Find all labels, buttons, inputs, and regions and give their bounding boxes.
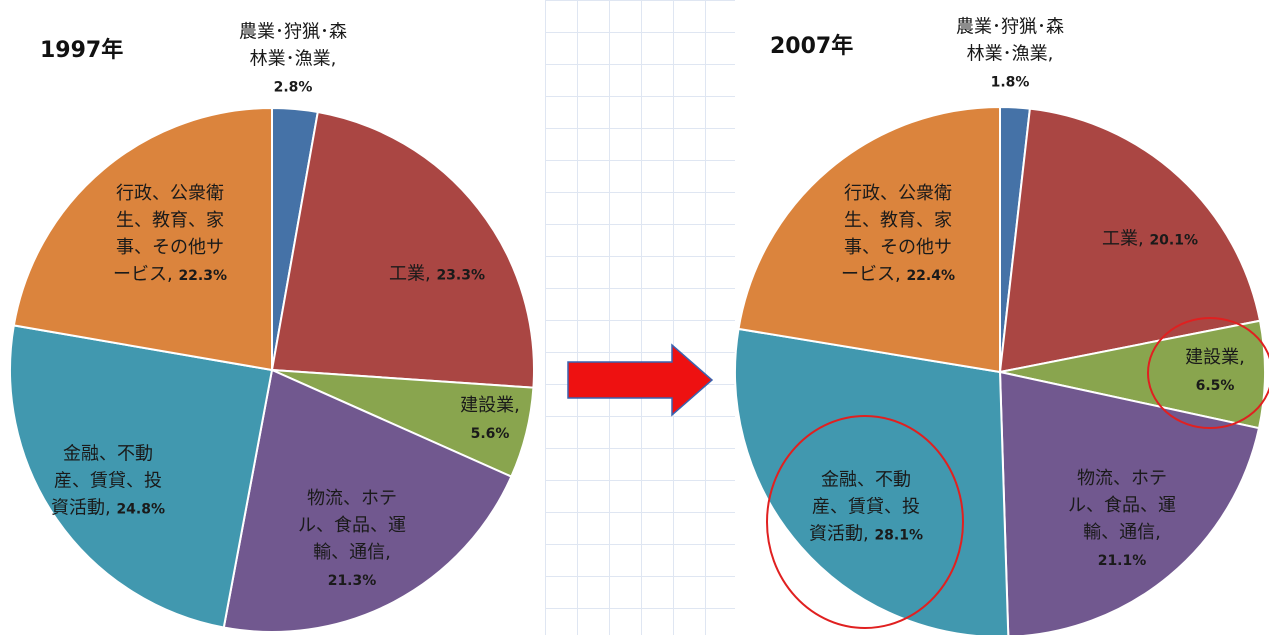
pie-slice bbox=[222, 368, 513, 633]
category-label: 工業 bbox=[389, 264, 431, 285]
data-label: 農業･狩猟･森林業･漁業 1.8% bbox=[955, 14, 1065, 97]
data-label: 行政、公衆衛生、教育、家事、その他サービス 22.3% bbox=[110, 180, 230, 290]
value-label: 24.8% bbox=[116, 501, 166, 518]
value-label: 23.3% bbox=[436, 267, 486, 284]
category-label: 物流、ホテル、食品、運輸、通信 bbox=[298, 488, 406, 563]
category-label: 農業･狩猟･森林業･漁業 bbox=[239, 22, 347, 70]
chart-title: 1997年 bbox=[40, 38, 124, 63]
pie-slice bbox=[998, 370, 1261, 635]
data-label: 金融、不動産、賃貸、投資活動 28.1% bbox=[806, 467, 926, 550]
data-label: 金融、不動産、賃貸、投資活動 24.8% bbox=[48, 441, 168, 524]
pie-slice bbox=[998, 107, 1262, 374]
category-label: 工業 bbox=[1102, 229, 1144, 250]
highlight-circle bbox=[1147, 317, 1269, 429]
category-label: 農業･狩猟･森林業･漁業 bbox=[956, 17, 1064, 65]
data-label: 建設業 6.5% bbox=[1175, 344, 1255, 400]
value-label: 2.8% bbox=[273, 79, 313, 96]
pie-slice bbox=[734, 327, 1010, 635]
data-label: 農業･狩猟･森林業･漁業 2.8% bbox=[238, 19, 348, 102]
highlight-circle bbox=[766, 415, 964, 629]
pie-slice bbox=[12, 106, 273, 372]
category-label: 金融、不動産、賃貸、投資活動 bbox=[51, 444, 162, 519]
category-label: 建設業 bbox=[1185, 347, 1245, 368]
data-label: 物流、ホテル、食品、運輸、通信 21.3% bbox=[292, 485, 412, 595]
data-label: 工業 20.1% bbox=[1085, 226, 1215, 255]
data-label: 行政、公衆衛生、教育、家事、その他サービス 22.4% bbox=[838, 180, 958, 290]
data-label: 工業 23.3% bbox=[372, 261, 502, 290]
category-label: 物流、ホテル、食品、運輸、通信 bbox=[1068, 468, 1176, 543]
data-label: 建設業 5.6% bbox=[440, 392, 540, 448]
value-label: 22.4% bbox=[906, 268, 956, 284]
value-label: 21.1% bbox=[1097, 553, 1147, 569]
value-label: 22.3% bbox=[178, 268, 228, 284]
pie-slice bbox=[737, 105, 1001, 374]
value-label: 5.6% bbox=[470, 426, 510, 442]
background-grid bbox=[545, 0, 735, 635]
value-label: 20.1% bbox=[1149, 232, 1199, 249]
value-label: 28.1% bbox=[874, 527, 924, 544]
pie-slice bbox=[270, 110, 535, 389]
pie-slice bbox=[9, 324, 274, 629]
value-label: 21.3% bbox=[327, 573, 377, 589]
arrow bbox=[567, 343, 714, 417]
value-label: 1.8% bbox=[990, 74, 1030, 91]
category-label: 建設業 bbox=[460, 395, 520, 416]
value-label: 6.5% bbox=[1195, 378, 1235, 394]
data-label: 物流、ホテル、食品、運輸、通信 21.1% bbox=[1062, 465, 1182, 575]
chart-title: 2007年 bbox=[770, 34, 854, 59]
